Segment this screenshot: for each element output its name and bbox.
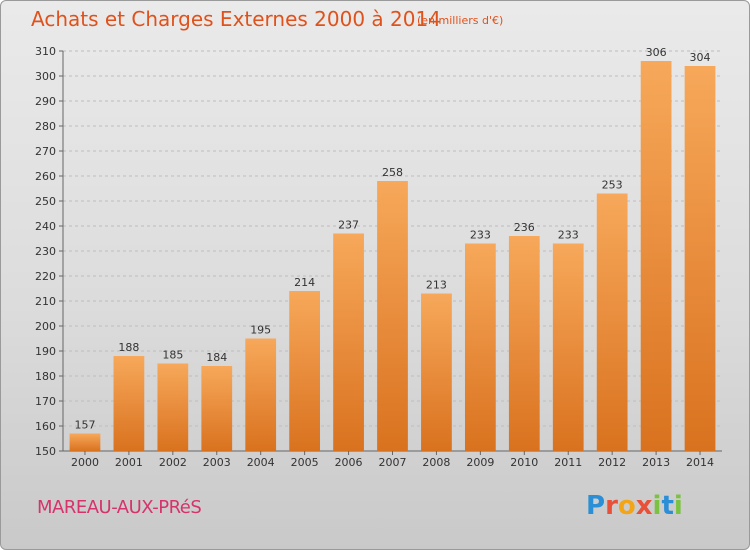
data-label: 233 [558,229,579,242]
data-label: 188 [118,341,139,354]
labels: 150 160 170 180 190 200 210 220 230 240 250 260 270 2… [35,45,714,469]
x-tick-label: 2000 [71,456,99,469]
bar [421,293,452,451]
bar [508,236,540,451]
data-label: 236 [514,221,535,234]
data-label: 237 [338,219,359,232]
x-tick-label: 2010 [510,456,538,469]
data-label: 214 [294,276,315,289]
y-tick-label: 300 [35,70,56,83]
x-tick-label: 2013 [642,456,670,469]
bar [552,243,584,451]
bar [157,363,189,451]
x-tick-label: 2003 [203,456,231,469]
x-tick-label: 2005 [291,456,319,469]
chart-title: Achats et Charges Externes 2000 à 2014 [31,7,441,31]
bar [201,366,233,451]
data-label: 306 [646,46,667,59]
data-label: 233 [470,229,491,242]
x-tick-label: 2014 [686,456,714,469]
y-tick-label: 170 [35,395,56,408]
y-tick-label: 240 [35,220,56,233]
logo-letter: i [652,491,662,521]
y-tick-label: 200 [35,320,56,333]
logo-letter: r [605,491,618,521]
x-tick-label: 2007 [379,456,407,469]
data-label: 157 [74,419,95,432]
logo-letter: o [617,491,636,521]
x-tick-label: 2011 [554,456,582,469]
y-tick-label: 180 [35,370,56,383]
y-tick-label: 280 [35,120,56,133]
logo-letter: x [635,491,653,521]
y-tick-label: 270 [35,145,56,158]
bar [245,338,277,451]
bar [289,291,321,451]
bar [333,233,364,451]
y-tick-label: 310 [35,45,56,58]
bars [69,61,716,451]
y-tick-label: 160 [35,420,56,433]
data-label: 213 [426,279,447,292]
y-tick-label: 220 [35,270,56,283]
bar [113,356,145,451]
bar [596,193,628,451]
town-name: MAREAU-AUX-PRéS [37,497,202,518]
logo-letter: t [661,491,674,521]
logo-letter: i [673,491,683,521]
chart-unit: (en milliers d'€) [417,14,504,27]
bar [684,66,716,451]
x-tick-label: 2004 [247,456,275,469]
x-tick-label: 2008 [422,456,450,469]
data-label: 184 [206,351,227,364]
bar [69,433,101,451]
proxiti-logo: Proxiti [586,491,683,521]
x-tick-label: 2012 [598,456,626,469]
bar [640,61,672,451]
x-tick-label: 2001 [115,456,143,469]
y-tick-label: 150 [35,445,56,458]
x-tick-label: 2002 [159,456,187,469]
data-label: 253 [602,179,623,192]
bar [377,181,408,451]
y-tick-label: 260 [35,170,56,183]
y-tick-label: 250 [35,195,56,208]
logo-letter: P [586,491,606,521]
data-label: 304 [690,51,711,64]
y-tick-label: 190 [35,345,56,358]
data-label: 258 [382,166,403,179]
data-label: 195 [250,324,271,337]
x-tick-label: 2006 [335,456,363,469]
y-tick-label: 290 [35,95,56,108]
y-tick-label: 210 [35,295,56,308]
bar [464,243,496,451]
data-label: 185 [162,349,183,362]
y-tick-label: 230 [35,245,56,258]
x-tick-label: 2009 [466,456,494,469]
